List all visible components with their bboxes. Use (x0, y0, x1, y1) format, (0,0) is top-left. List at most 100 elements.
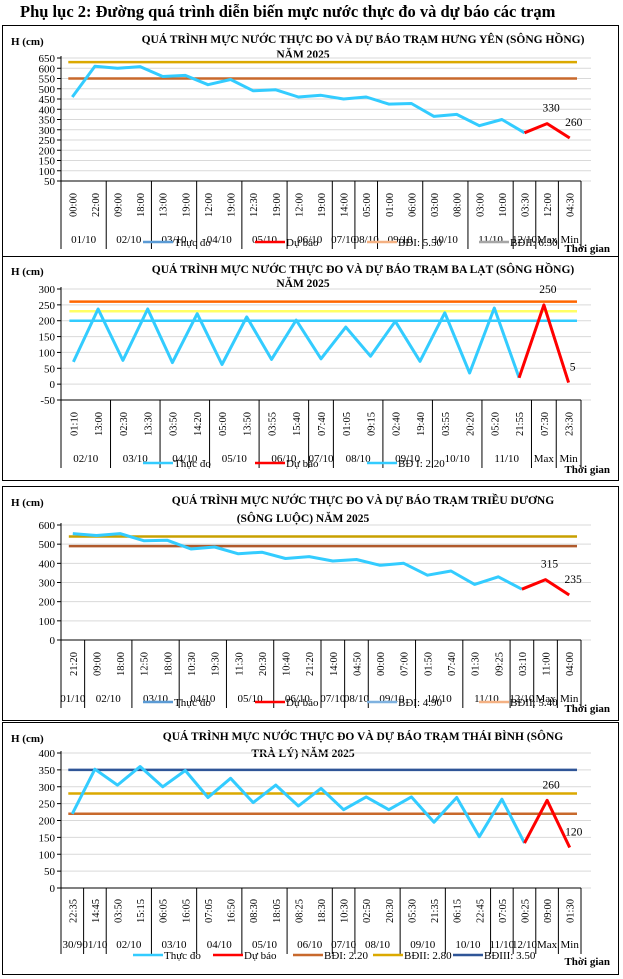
x-tick-label: 02:30 (119, 412, 130, 436)
x-tick-label: 18:30 (317, 899, 328, 923)
x-tick-label: 12:00 (294, 193, 305, 217)
x-tick-label: 03:50 (114, 899, 125, 923)
x-tick-label: 01:00 (385, 193, 396, 217)
x-tick-label: 08:00 (453, 193, 464, 217)
y-tick-label: 50 (44, 176, 56, 188)
x-group-label: Min (561, 939, 580, 951)
y-tick-label: 200 (39, 316, 56, 328)
x-group-label: 05/10 (252, 939, 278, 951)
x-tick-label: 13:00 (159, 193, 170, 217)
chart-title: QUÁ TRÌNH MỰC NƯỚC THỰC ĐO VÀ DỰ BÁO TRẠ… (163, 729, 563, 743)
y-tick-label: 0 (50, 635, 56, 647)
x-tick-label: 01:30 (471, 652, 482, 676)
x-group-label: 11/10 (478, 234, 503, 246)
chart-hung-yen: QUÁ TRÌNH MỰC NƯỚC THỰC ĐO VÀ DỰ BÁO TRẠ… (2, 25, 619, 257)
x-tick-label: 15:40 (292, 412, 303, 436)
data-label: 5 (570, 362, 576, 374)
y-tick-label: 600 (39, 63, 56, 75)
x-tick-label: 01:10 (69, 412, 80, 436)
x-tick-label: 10:30 (187, 652, 198, 676)
x-group-label: 05/10 (222, 453, 248, 465)
x-tick-label: 13:00 (94, 412, 105, 436)
x-group-label: 12/10 (512, 234, 538, 246)
x-tick-label: 03:50 (168, 412, 179, 436)
x-tick-label: 12:00 (543, 193, 554, 217)
x-group-label: Max (534, 453, 555, 465)
y-tick-label: 550 (39, 74, 56, 86)
x-tick-label: 03:55 (441, 412, 452, 436)
y-tick-label: 400 (39, 748, 56, 760)
x-tick-label: 04:50 (352, 652, 363, 676)
x-tick-label: 10:40 (282, 652, 293, 676)
x-tick-label: 09:00 (114, 193, 125, 217)
x-tick-label: 18:00 (116, 652, 127, 676)
page-heading: Phụ lục 2: Đường quá trình diễn biến mực… (20, 2, 556, 21)
y-tick-label: 500 (39, 539, 56, 551)
legend-label: Thực đo (164, 950, 201, 962)
x-group-label: 04/10 (207, 939, 233, 951)
x-tick-label: 19:30 (211, 652, 222, 676)
series-line (72, 532, 523, 591)
x-group-label: 08/10 (365, 939, 391, 951)
x-axis-label: Thời gian (564, 956, 610, 968)
x-group-label: 03/10 (123, 453, 149, 465)
y-tick-label: -50 (40, 395, 55, 407)
series-line (521, 578, 571, 597)
x-tick-label: 09:15 (367, 412, 378, 436)
x-group-label: 02/10 (73, 453, 99, 465)
x-tick-label: 15:15 (136, 899, 147, 923)
y-tick-label: 150 (39, 832, 56, 844)
x-group-label: 05/10 (252, 234, 278, 246)
x-tick-label: 03:55 (267, 412, 278, 436)
x-tick-label: 03:00 (475, 193, 486, 217)
chart-svg: QUÁ TRÌNH MỰC NƯỚC THỰC ĐO VÀ DỰ BÁO TRẠ… (11, 492, 610, 715)
data-label: 120 (565, 827, 583, 839)
x-tick-label: 07:05 (204, 899, 215, 923)
legend-label: BĐI: 5.50 (398, 237, 443, 249)
legend-label: Thực đo (174, 697, 211, 709)
legend-label: Dự báo (286, 458, 319, 470)
x-group-label: 10/10 (445, 453, 471, 465)
x-group-label: 06/10 (285, 693, 311, 705)
x-tick-label: 01:30 (566, 899, 577, 923)
x-tick-label: 04:30 (566, 193, 577, 217)
x-tick-label: 19:00 (227, 193, 238, 217)
series-line (70, 765, 526, 844)
y-tick-label: 100 (39, 166, 56, 178)
x-tick-label: 11:30 (234, 652, 245, 676)
y-tick-label: 500 (39, 84, 56, 96)
chart-ba-lat: QUÁ TRÌNH MỰC NƯỚC THỰC ĐO VÀ DỰ BÁO TRẠ… (2, 256, 619, 481)
x-tick-label: 02:40 (391, 412, 402, 436)
x-axis-label: Thời gian (564, 243, 610, 255)
x-tick-label: 14:00 (340, 193, 351, 217)
y-tick-label: 350 (39, 115, 56, 127)
x-tick-label: 06:15 (453, 899, 464, 923)
x-group-label: 08/10 (354, 234, 380, 246)
legend-label: Dự báo (286, 237, 319, 249)
x-tick-label: 21:35 (430, 899, 441, 923)
x-tick-label: 21:20 (69, 652, 80, 676)
y-tick-label: 350 (39, 765, 56, 777)
x-group-label: 30/9 (63, 939, 83, 951)
x-group-label: 01/10 (60, 693, 86, 705)
x-tick-label: 20:30 (258, 652, 269, 676)
x-group-label: 02/10 (116, 234, 142, 246)
x-tick-label: 04:00 (565, 652, 576, 676)
x-tick-label: 09:00 (543, 899, 554, 923)
x-tick-label: 23:30 (565, 412, 576, 436)
x-tick-label: 20:30 (385, 899, 396, 923)
y-tick-label: 650 (39, 53, 56, 65)
x-tick-label: 18:05 (272, 899, 283, 923)
x-group-label: 06/10 (297, 234, 323, 246)
data-label: 330 (542, 103, 560, 115)
x-tick-label: 03:30 (520, 193, 531, 217)
chart-svg: QUÁ TRÌNH MỰC NƯỚC THỰC ĐO VÀ DỰ BÁO TRẠ… (11, 729, 610, 968)
x-group-label: 09/10 (410, 939, 436, 951)
y-tick-label: 150 (39, 156, 56, 168)
series-line (517, 303, 571, 384)
x-tick-label: 07:40 (447, 652, 458, 676)
legend-label: BĐIII: 3.50 (484, 950, 536, 962)
x-group-label: 02/10 (116, 939, 142, 951)
y-tick-label: 300 (39, 125, 56, 137)
chart-trieu-duong: QUÁ TRÌNH MỰC NƯỚC THỰC ĐO VÀ DỰ BÁO TRẠ… (2, 486, 619, 721)
